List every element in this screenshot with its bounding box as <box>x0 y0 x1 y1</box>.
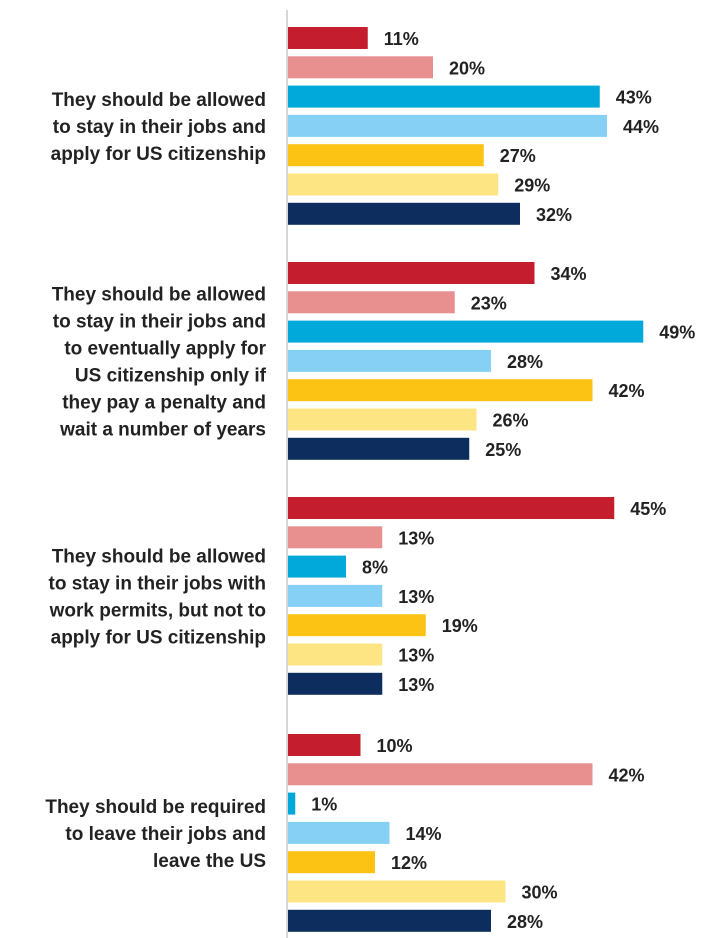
bar <box>288 85 600 108</box>
value-label: 28% <box>507 912 543 932</box>
category-label: They should be allowed to stay in their j… <box>52 284 267 440</box>
category-label-line: apply for US citizenship <box>51 627 266 648</box>
value-label: 29% <box>514 176 550 196</box>
category-label-line: they pay a penalty and <box>62 392 266 413</box>
bar <box>288 734 361 756</box>
bar <box>288 437 470 460</box>
category-label-line: to stay in their jobs with <box>49 573 266 594</box>
bar <box>288 851 375 874</box>
bar <box>288 497 615 519</box>
bar <box>288 672 383 695</box>
category-label-line: apply for US citizenship <box>51 144 266 165</box>
bar <box>288 349 491 372</box>
category-labels-group: They should be allowed to stay in their j… <box>45 90 266 872</box>
bar <box>288 880 506 903</box>
bar <box>288 114 607 137</box>
category-label-line: to leave their jobs and <box>65 824 266 845</box>
value-label: 10% <box>377 736 413 756</box>
value-label: 8% <box>362 558 388 578</box>
category-label: They should be allowed to stay in their j… <box>51 90 266 165</box>
value-label: 49% <box>659 323 695 343</box>
value-labels-group: 11% 20% 43% 44% 27% 29% 32% 34% 23% 49% 28% 42% 26% 2… <box>311 29 695 932</box>
value-label: 32% <box>536 205 572 225</box>
category-label: They should be required to leave their jo… <box>45 797 266 872</box>
bar <box>288 202 520 225</box>
bar <box>288 584 383 607</box>
category-label-line: They should be allowed <box>52 90 266 111</box>
value-label: 19% <box>442 616 478 636</box>
value-label: 42% <box>609 381 645 401</box>
value-label: 25% <box>485 440 521 460</box>
value-label: 20% <box>449 58 485 78</box>
bar <box>288 320 644 343</box>
bar <box>288 56 433 79</box>
category-label-line: They should be allowed <box>52 284 266 305</box>
value-label: 14% <box>406 824 442 844</box>
value-label: 28% <box>507 352 543 372</box>
category-label-line: US citizenship only if <box>75 365 267 386</box>
value-label: 30% <box>522 883 558 903</box>
value-label: 23% <box>471 293 507 313</box>
value-label: 45% <box>630 499 666 519</box>
value-label: 13% <box>398 646 434 666</box>
category-label-line: They should be allowed <box>52 546 266 567</box>
category-label-line: They should be required <box>45 797 266 818</box>
value-label: 42% <box>609 765 645 785</box>
bar <box>288 909 491 932</box>
bar <box>288 643 383 666</box>
category-label-line: to stay in their jobs and <box>53 117 266 138</box>
bar <box>288 614 426 637</box>
value-label: 26% <box>493 411 529 431</box>
bar <box>288 262 535 284</box>
bar <box>288 526 383 549</box>
bar <box>288 408 477 431</box>
category-label-line: to stay in their jobs and <box>53 311 266 332</box>
value-label: 11% <box>384 29 419 49</box>
value-label: 27% <box>500 146 536 166</box>
value-label: 13% <box>398 675 434 695</box>
bar <box>288 555 346 578</box>
bar <box>288 144 484 167</box>
value-label: 44% <box>623 117 659 137</box>
category-label-line: to eventually apply for <box>64 338 266 359</box>
bar <box>288 379 593 402</box>
value-label: 13% <box>398 528 434 548</box>
bars-group <box>288 27 644 932</box>
bar <box>288 821 390 844</box>
value-label: 13% <box>398 587 434 607</box>
category-label: They should be allowed to stay in their j… <box>49 546 266 648</box>
bar <box>288 763 593 786</box>
bar <box>288 291 455 314</box>
category-label-line: leave the US <box>153 851 266 872</box>
bar <box>288 27 368 49</box>
value-label: 12% <box>391 853 427 873</box>
value-label: 34% <box>551 264 587 284</box>
category-label-line: wait a number of years <box>59 419 266 440</box>
value-label: 43% <box>616 88 652 108</box>
category-label-line: work permits, but not to <box>49 600 266 621</box>
bar <box>288 792 296 815</box>
value-label: 1% <box>311 795 337 815</box>
bar <box>288 173 499 196</box>
